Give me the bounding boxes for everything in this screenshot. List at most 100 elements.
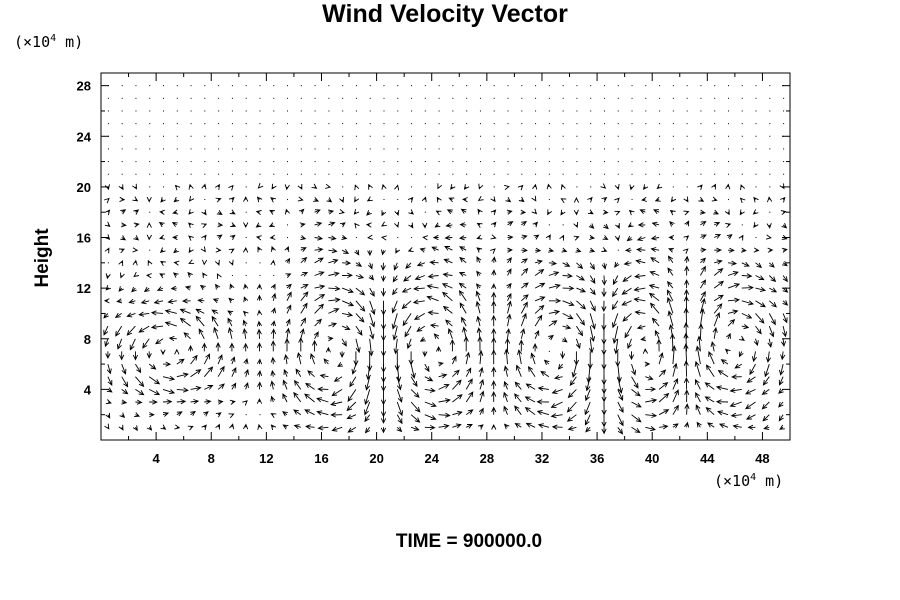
vector-arrow [393, 262, 399, 271]
vector-arrow [381, 183, 387, 190]
vector-arrow [119, 272, 125, 279]
vector-arrow [713, 268, 724, 276]
vector-arrow [779, 363, 785, 376]
vector-arrow [314, 235, 324, 241]
vector-arrow [766, 222, 772, 229]
vector-arrow [601, 275, 607, 286]
vector-arrow [120, 235, 127, 241]
vector-arrow [330, 401, 343, 407]
vector-arrow [414, 275, 425, 280]
vector-arrow [146, 222, 152, 228]
y-tick-label: 4 [84, 382, 92, 397]
vector-arrow [668, 247, 675, 253]
vector-arrow [148, 363, 157, 370]
vector-arrow [536, 410, 550, 416]
vector-arrow [614, 183, 620, 190]
vector-arrow [116, 298, 123, 304]
vector-arrow [366, 210, 372, 216]
vector-arrow [724, 209, 730, 216]
y-unit-prefix: (×10 [14, 33, 51, 51]
vector-arrow [601, 401, 607, 416]
vector-arrow [310, 353, 316, 365]
vector-arrow [438, 412, 451, 418]
vector-arrow [230, 222, 237, 227]
vector-arrow [256, 328, 262, 339]
vector-arrow [551, 388, 563, 394]
vector-arrow [402, 313, 412, 327]
vector-arrow [700, 221, 707, 227]
vector-arrow [514, 393, 522, 403]
vector-arrow [341, 249, 350, 254]
vector-arrow [695, 391, 701, 403]
vector-arrow [476, 270, 482, 277]
vector-arrow [314, 303, 325, 314]
vector-arrow [214, 259, 220, 266]
vector-arrow [767, 247, 774, 253]
vector-arrow [319, 373, 329, 379]
vector-arrow [548, 271, 560, 277]
vector-arrow [667, 255, 674, 264]
vector-arrow [778, 376, 784, 386]
vector-arrow [614, 235, 621, 242]
vector-arrow [491, 291, 497, 301]
vector-arrow [242, 319, 248, 327]
vector-arrow [658, 369, 667, 378]
vector-arrow [229, 342, 235, 352]
vector-arrow [490, 209, 497, 216]
vector-arrows [103, 85, 789, 435]
vector-arrow [543, 359, 550, 366]
vector-arrow [452, 410, 463, 416]
vector-arrow [160, 424, 167, 430]
vector-arrow [172, 209, 179, 215]
vector-arrow [491, 366, 497, 377]
vector-arrow [536, 399, 549, 405]
vector-arrow [297, 184, 303, 190]
vector-arrow [684, 255, 690, 263]
vector-arrow [601, 262, 607, 270]
vector-arrow [753, 247, 760, 253]
vector-arrow [333, 376, 343, 382]
vector-arrow [217, 365, 225, 377]
vector-arrow [601, 414, 607, 428]
vector-arrow [149, 412, 155, 418]
vector-arrow [341, 338, 347, 347]
vector-arrow [116, 338, 123, 350]
vector-arrow [601, 196, 608, 203]
vector-arrow [173, 247, 179, 254]
y-tick-label: 28 [77, 79, 91, 94]
vector-arrow [341, 287, 354, 294]
vector-arrow [355, 338, 361, 354]
vector-arrow [465, 409, 474, 416]
vector-arrow [311, 183, 318, 189]
vector-arrow [159, 247, 166, 253]
vector-arrow [300, 257, 308, 264]
vector-arrow [256, 320, 262, 327]
vector-arrow [780, 210, 787, 216]
vector-arrow [476, 247, 483, 253]
chart-title: Wind Velocity Vector [322, 0, 568, 28]
vector-arrow [170, 285, 177, 291]
vector-arrow [588, 223, 595, 229]
vector-arrow [339, 351, 345, 358]
vector-arrow [466, 424, 473, 429]
vector-arrow [176, 358, 185, 365]
vector-arrow [217, 399, 224, 405]
vector-arrow [119, 196, 126, 203]
vector-arrow [435, 345, 442, 352]
x-tick-label: 32 [535, 451, 549, 466]
vector-arrow [695, 345, 701, 365]
vector-arrow [133, 271, 140, 278]
vector-arrow [104, 209, 111, 216]
vector-arrow [683, 332, 689, 352]
vector-arrow [243, 423, 249, 430]
vector-arrow [746, 376, 756, 383]
vector-arrow [566, 414, 577, 422]
vector-arrow [410, 414, 421, 423]
vector-arrow [699, 209, 706, 215]
vector-arrow [104, 234, 111, 240]
vector-arrow [741, 300, 755, 306]
vector-arrow [546, 183, 552, 190]
vector-arrow [506, 257, 512, 264]
vector-arrow [645, 426, 656, 432]
vector-arrow [491, 256, 497, 263]
